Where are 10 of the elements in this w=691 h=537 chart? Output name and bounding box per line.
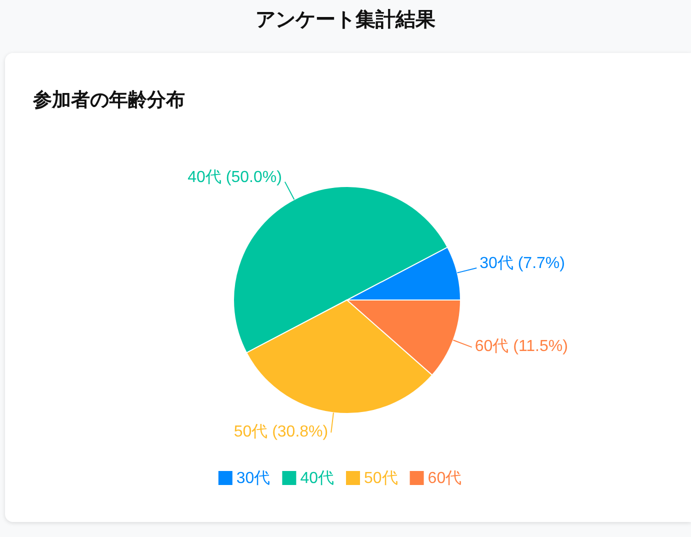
legend-label: 60代 xyxy=(428,470,462,487)
data-label: 50代 (30.8%) xyxy=(234,424,328,441)
chart-subtitle: 参加者の年齢分布 xyxy=(33,88,185,113)
legend-label: 40代 xyxy=(300,470,334,487)
legend-label: 50代 xyxy=(364,470,398,487)
data-label: 40代 (50.0%) xyxy=(188,168,282,186)
data-label: 60代 (11.5%) xyxy=(474,338,568,356)
chart-title: アンケート集計結果 xyxy=(254,8,436,33)
legend-label: 30代 xyxy=(236,470,270,487)
data-label: 30代 (7.7%) xyxy=(480,255,565,272)
